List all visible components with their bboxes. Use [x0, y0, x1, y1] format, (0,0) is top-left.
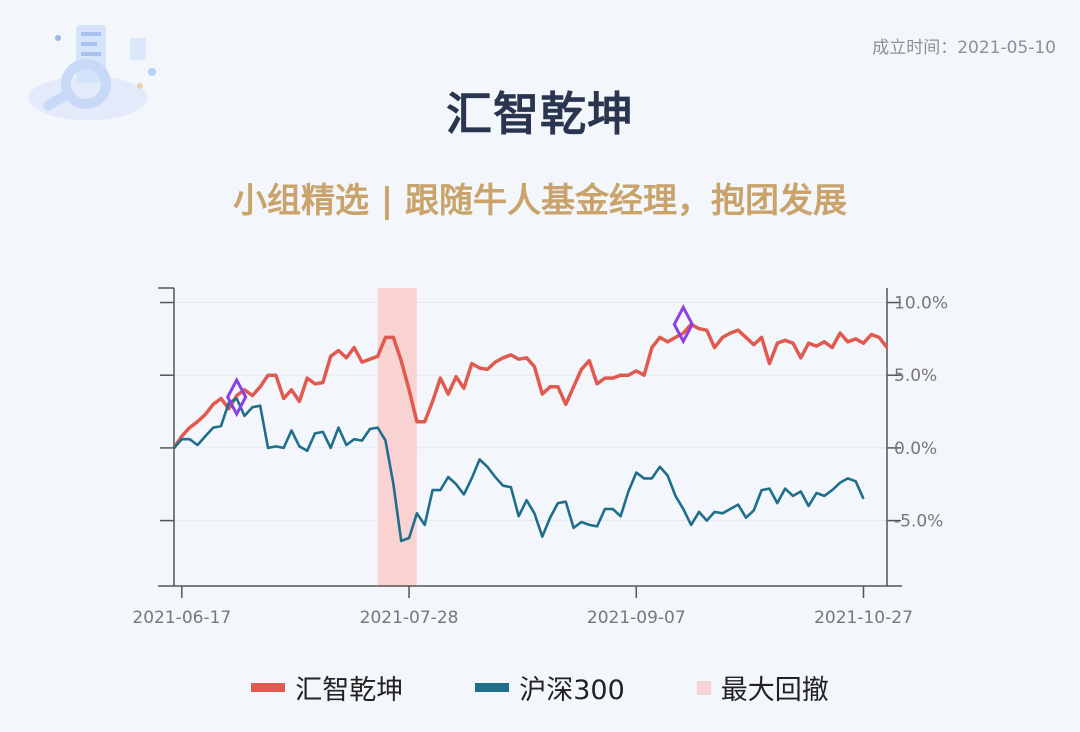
series-line-fund — [172, 322, 889, 449]
fund-subtitle: 小组精选 | 跟随牛人基金经理，抱团发展 — [232, 181, 848, 221]
series-line-index — [173, 397, 865, 543]
magnifier-illustration-icon — [28, 25, 156, 120]
chart-legend: 汇智乾坤 沪深300 最大回撤 — [0, 668, 1080, 707]
legend-item-fund: 汇智乾坤 — [251, 668, 403, 707]
y-tick-label: -5.0% — [894, 512, 943, 532]
diamond-marker — [672, 304, 694, 345]
legend-item-drawdown: 最大回撤 — [696, 668, 829, 707]
performance-chart: 10.0% 5.0% 0.0% -5.0% 2021-06-17 2021-07-28 20… — [132, 287, 948, 628]
x-tick-label: 2021-10-27 — [814, 608, 913, 628]
y-tick-label: 10.0% — [894, 294, 948, 314]
y-tick-label: 0.0% — [894, 439, 937, 459]
legend-label-drawdown: 最大回撤 — [720, 675, 829, 706]
legend-swatch-drawdown — [696, 680, 711, 695]
x-tick-label: 2021-09-07 — [587, 608, 686, 628]
diamond-marker — [225, 376, 248, 418]
legend-swatch-fund — [251, 683, 286, 692]
legend-label-index: 沪深300 — [519, 675, 625, 706]
x-tick-label: 2021-06-17 — [132, 608, 231, 628]
legend-label-fund: 汇智乾坤 — [295, 675, 404, 706]
y-tick-label: 5.0% — [894, 366, 937, 386]
founding-date: 成立时间：2021-05-10 — [872, 38, 1056, 58]
x-tick-label: 2021-07-28 — [360, 608, 459, 628]
legend-item-index: 沪深300 — [475, 668, 625, 707]
legend-swatch-index — [475, 683, 510, 692]
fund-title: 汇智乾坤 — [446, 87, 634, 141]
